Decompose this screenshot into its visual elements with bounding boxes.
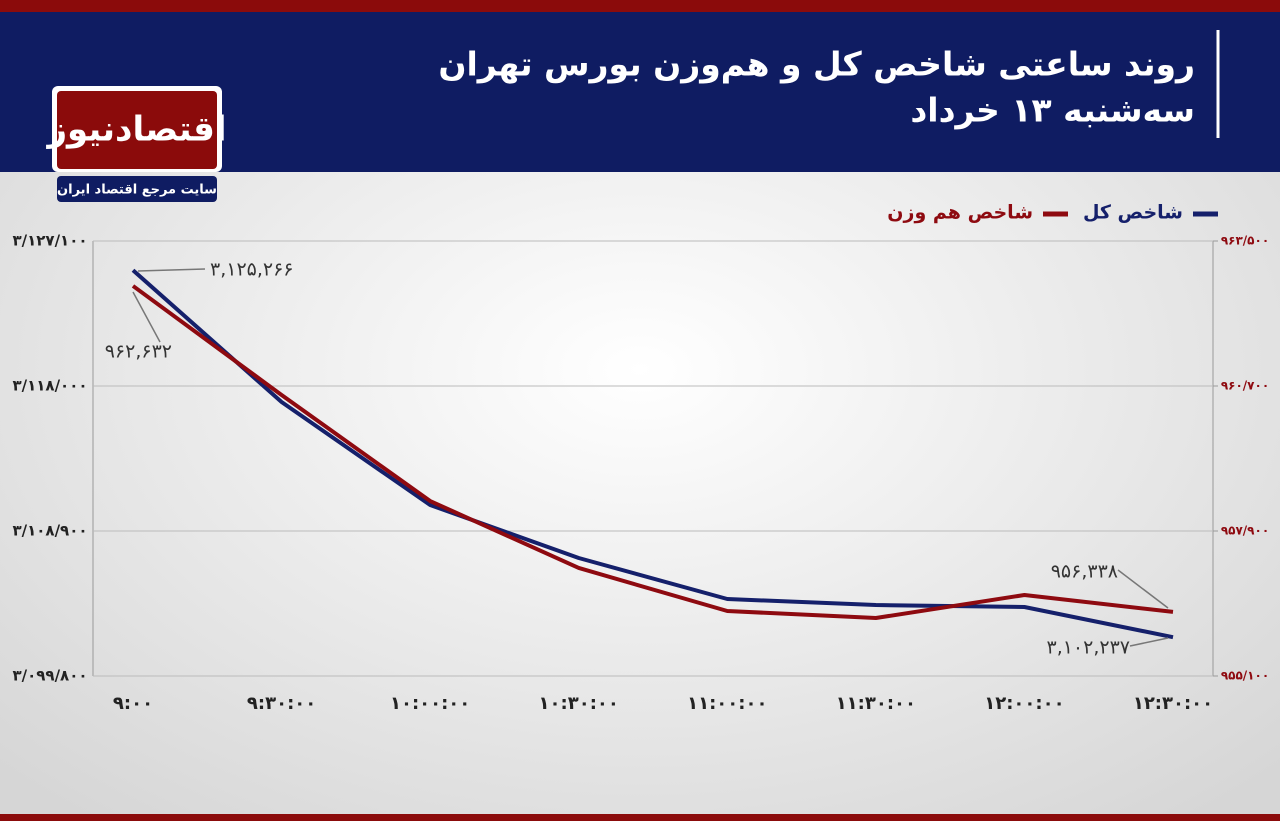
- legend-label: شاخص هم وزن: [887, 202, 1033, 224]
- y2-tick-label: ۹۶۰/۷۰۰: [1221, 379, 1269, 393]
- label-leader: [1129, 637, 1169, 647]
- logo-text: اقتصادنیوز: [45, 110, 226, 150]
- x-tick-label: ۹:۰۰: [113, 693, 153, 714]
- y-tick-label: ۳/۱۱۸/۰۰۰: [12, 377, 87, 395]
- legend-label: شاخص کل: [1083, 202, 1183, 224]
- data-label: ۹۶۲,۶۳۲: [105, 341, 172, 363]
- y2-tick-label: ۹۵۵/۱۰۰: [1221, 669, 1269, 683]
- label-leader: [1117, 569, 1169, 609]
- top-strip: [0, 0, 1280, 12]
- x-tick-label: ۱۰:۳۰:۰۰: [539, 693, 619, 714]
- x-tick-label: ۱۲:۳۰:۰۰: [1133, 693, 1213, 714]
- x-tick-label: ۹:۳۰:۰۰: [247, 693, 316, 714]
- label-leader: [132, 291, 161, 343]
- chart-title: روند ساعتی شاخص کل و هم‌وزن بورس تهران: [438, 45, 1195, 85]
- chart-subtitle: سه‌شنبه ۱۳ خرداد: [910, 91, 1195, 131]
- bottom-strip: [0, 814, 1280, 821]
- data-label: ۳,۱۰۲,۲۳۷: [1046, 637, 1130, 659]
- tagline: سایت مرجع اقتصاد ایران: [57, 183, 217, 198]
- x-tick-label: ۱۰:۰۰:۰۰: [390, 693, 470, 714]
- series-line: [131, 284, 1174, 620]
- data-label: ۹۵۶,۳۳۸: [1051, 561, 1118, 583]
- x-tick-label: ۱۱:۰۰:۰۰: [687, 693, 767, 714]
- label-leader: [137, 268, 206, 272]
- data-label: ۳,۱۲۵,۲۶۶: [210, 259, 294, 281]
- logo-box: [57, 91, 217, 169]
- x-tick-label: ۱۲:۰۰:۰۰: [984, 693, 1064, 714]
- y2-tick-label: ۹۵۷/۹۰۰: [1221, 524, 1269, 538]
- x-tick-label: ۱۱:۳۰:۰۰: [836, 693, 916, 714]
- y2-tick-label: ۹۶۳/۵۰۰: [1221, 234, 1269, 248]
- y-tick-label: ۳/۱۲۷/۱۰۰: [12, 232, 87, 250]
- y-tick-label: ۳/۰۹۹/۸۰۰: [12, 667, 87, 685]
- y-tick-label: ۳/۱۰۸/۹۰۰: [12, 522, 87, 540]
- tagline-box: [57, 176, 217, 202]
- series-line: [131, 268, 1174, 640]
